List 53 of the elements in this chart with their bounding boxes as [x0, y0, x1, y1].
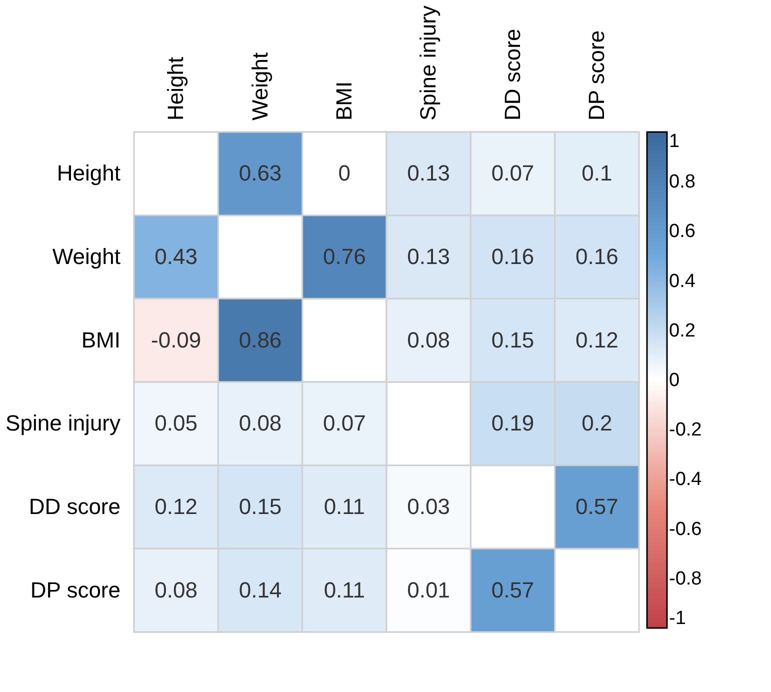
color-bar-label: 1	[669, 131, 680, 152]
data-label: -0.09	[151, 327, 202, 352]
color-bar-label: 0.2	[669, 320, 696, 342]
y-tick-label: BMI	[81, 327, 120, 352]
data-label: 0.13	[407, 160, 450, 186]
data-label: 0.76	[323, 244, 366, 269]
data-label: 0.13	[407, 244, 450, 269]
data-label: 0.15	[491, 327, 534, 352]
color-bar-label: 0	[669, 370, 680, 391]
data-label: 0.43	[154, 244, 198, 269]
data-label: 0.12	[154, 494, 198, 519]
data-label: 0.08	[407, 327, 450, 352]
x-tick-label: Height	[163, 56, 188, 120]
data-label: 0.2	[582, 410, 612, 436]
data-label: 0.57	[491, 577, 534, 602]
data-label: 0.01	[407, 577, 450, 602]
data-label: 0.19	[491, 410, 534, 436]
data-label: 0.16	[576, 244, 618, 269]
color-bar-label: -0.2	[669, 420, 702, 441]
color-bar-label: -1	[669, 608, 686, 629]
data-label: 0.12	[576, 327, 618, 352]
data-label: 0.15	[238, 494, 282, 519]
data-label: 0.03	[407, 494, 450, 519]
data-label: 0.08	[238, 410, 282, 436]
x-tick-label: Spine injury	[416, 6, 441, 120]
data-label: 0.11	[324, 494, 366, 519]
x-tick-label: DD score	[500, 28, 525, 120]
data-label: 0.14	[238, 577, 282, 602]
data-label: 0	[338, 160, 351, 186]
color-bar-label: 0.4	[669, 270, 696, 292]
y-tick-label: Spine injury	[6, 410, 120, 436]
data-label: 0.63	[238, 160, 282, 186]
x-tick-label: BMI	[331, 81, 356, 120]
x-tick-label: Weight	[247, 52, 272, 120]
y-tick-label: Weight	[52, 244, 120, 269]
data-label: 0.08	[154, 577, 198, 602]
data-label: 0.07	[323, 410, 366, 436]
y-tick-label: DD score	[28, 494, 120, 519]
data-label: 0.16	[491, 244, 534, 269]
color-bar-label: -0.4	[669, 469, 702, 490]
color-bar-label: 0.6	[669, 221, 696, 242]
y-tick-label: DP score	[30, 577, 120, 602]
data-label: 0.1	[582, 160, 612, 186]
color-bar-label: 0.8	[669, 172, 696, 193]
y-tick-label: Height	[56, 160, 120, 186]
data-label: 0.57	[576, 494, 618, 519]
x-tick-label: DP score	[584, 30, 609, 120]
data-label: 0.07	[491, 160, 534, 186]
data-label: 0.11	[324, 577, 366, 602]
color-bar-label: -0.8	[669, 568, 702, 590]
color-bar-label: -0.6	[669, 518, 702, 540]
data-label: 0.86	[238, 327, 282, 352]
data-label: 0.05	[154, 410, 198, 436]
